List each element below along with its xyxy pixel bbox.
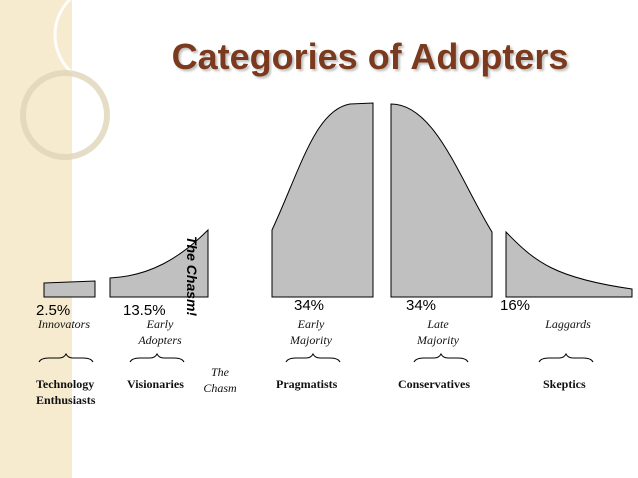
descriptor-early-majority: Pragmatists [276,377,338,391]
segment-innovators [43,280,96,298]
segment-early-majority [271,102,374,298]
slide-title: Categories of Adopters [171,36,569,77]
chasm-vertical-label: The Chasm! [184,236,200,317]
brace-innovators [38,352,94,363]
descriptor-late-majority: Conservatives [398,377,470,391]
category-innovators: Innovators [38,317,90,331]
brace-late-majority [413,352,469,363]
descriptor-early-adopters: Visionaries [127,377,184,391]
segment-late-majority [390,103,493,298]
descriptor-laggards: Skeptics [543,377,586,391]
percent-late-majority: 34% [406,297,437,314]
category-early-adopters: Early Adopters [138,317,182,347]
percent-early-adopters: 13.5% [123,302,166,319]
percent-early-majority: 34% [294,297,325,314]
decorative-circles [20,0,130,160]
brace-early-adopters [129,352,185,363]
segment-early-adopters [109,228,209,298]
category-late-majority: Late Majority [417,317,459,347]
brace-early-majority [285,352,341,363]
category-early-majority: Early Majority [290,317,332,347]
chasm-label: The Chasm [203,365,237,395]
segment-laggards [505,230,633,298]
decorative-side-band [0,0,72,478]
brace-laggards [538,352,594,363]
category-laggards: Laggards [545,317,591,331]
percent-innovators: 2.5% [36,302,71,319]
percent-laggards: 16% [500,297,531,314]
descriptor-innovators: Technology Enthusiasts [36,377,96,407]
